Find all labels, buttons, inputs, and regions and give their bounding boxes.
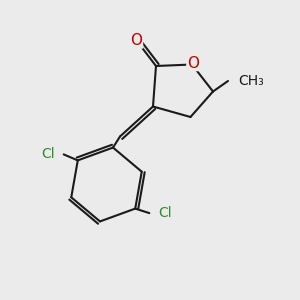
Text: CH₃: CH₃: [238, 74, 264, 88]
Text: O: O: [187, 56, 199, 70]
Text: O: O: [130, 33, 142, 48]
Text: Cl: Cl: [41, 147, 55, 161]
Text: Cl: Cl: [158, 206, 172, 220]
